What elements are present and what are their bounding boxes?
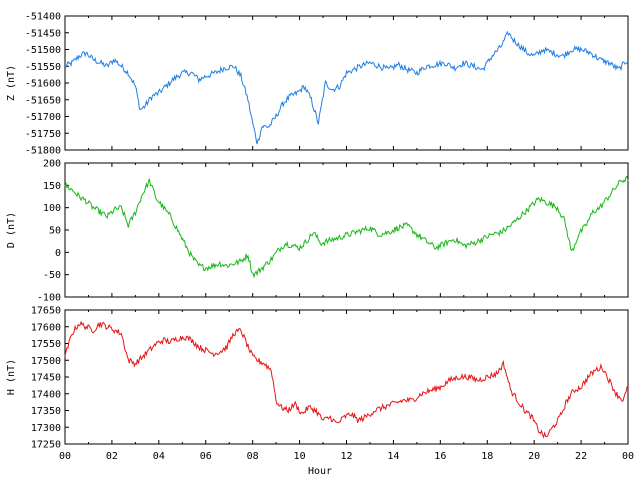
panel-frame [64,309,629,445]
y-axis-label: Z (nT) [6,65,17,101]
y-tick-label: -51450 [25,28,61,39]
y-tick-label: -51550 [25,62,61,73]
y-tick-label: -100 [37,293,61,304]
y-tick-label: -51600 [25,79,61,90]
panel-d: 200 150 100 50 0 -50 -100 D (nT) [6,159,629,304]
y-tick-label: 17350 [31,406,61,417]
y-tick-label: 17400 [31,389,61,400]
x-tick-label: 06 [200,451,212,462]
y-tick-label: -51650 [25,95,61,106]
y-tick-label: 17300 [31,423,61,434]
y-tick-label: -51750 [25,129,61,140]
panel-frame [64,162,629,298]
y-tick-label: -51400 [25,12,61,23]
series-line-h [64,320,629,439]
y-tick-label: -50 [43,270,61,281]
x-tick-label: 12 [340,451,352,462]
x-tick-label: 08 [247,451,259,462]
series-line-d [64,175,629,279]
y-tick-label: 100 [43,203,61,214]
y-tick-label: 17650 [31,306,61,317]
chart-panels: -51400 -51450 -51500 -51550 -51600 -51650 -517… [6,12,634,463]
y-axis-label: H (nT) [6,359,17,395]
x-tick-label: 04 [153,451,165,462]
panel-frame [64,15,629,151]
x-tick-label: 00 [59,451,71,462]
y-axis-label: D (nT) [6,212,17,248]
y-tick-label: 17600 [31,322,61,333]
y-tick-label: 17250 [31,440,61,451]
y-tick-label: 150 [43,181,61,192]
x-axis-label: Hour [308,466,332,477]
panel-z: -51400 -51450 -51500 -51550 -51600 -51650 -517… [6,12,629,157]
x-tick-label: 14 [387,451,399,462]
panel-h: 17650 17600 17550 17500 17450 17400 17350 17300… [6,306,629,451]
y-tick-label: -51700 [25,112,61,123]
y-tick-label: 17450 [31,373,61,384]
x-tick-label: 00 [622,451,634,462]
series-line-z [64,30,629,145]
y-tick-label: 50 [49,226,61,237]
x-tick-label: 02 [106,451,118,462]
y-tick-label: -51500 [25,45,61,56]
y-tick-label: 17550 [31,339,61,350]
y-tick-label: -51800 [25,146,61,157]
x-tick-label: 20 [528,451,540,462]
x-tick-label: 10 [294,451,306,462]
x-tick-label: 18 [481,451,493,462]
y-tick-label: 0 [55,248,61,259]
x-tick-label: 22 [575,451,587,462]
x-tick-label: 16 [434,451,446,462]
y-tick-label: 200 [43,159,61,170]
y-tick-label: 17500 [31,356,61,367]
